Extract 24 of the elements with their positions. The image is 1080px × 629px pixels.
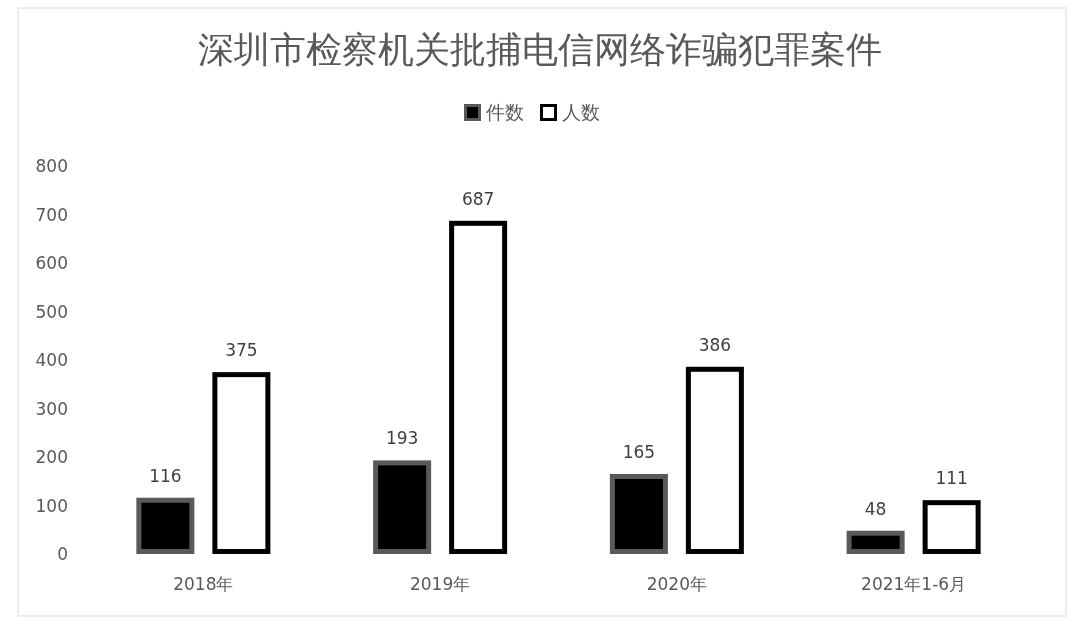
data-label: 193	[385, 428, 419, 449]
x-tick-label: 2019年	[409, 574, 471, 594]
data-label: 386	[698, 334, 732, 355]
y-tick-label: 400	[35, 350, 68, 370]
data-label: 165	[622, 441, 656, 462]
y-tick-label: 300	[35, 398, 68, 419]
data-label: 116	[149, 465, 182, 486]
data-label: 687	[461, 188, 495, 209]
y-tick-label: 500	[35, 301, 68, 322]
y-tick-label: 800	[35, 156, 68, 176]
x-tick-label: 2021年1-6月	[861, 574, 967, 594]
y-tick-label: 700	[35, 204, 68, 225]
y-tick-label: 100	[35, 495, 68, 516]
y-tick-label: 0	[57, 544, 68, 564]
x-tick-label: 2018年	[173, 574, 234, 594]
data-label: 375	[225, 340, 258, 361]
chart-title: 深圳市检察机关批捕电信网络诈骗犯罪案件	[198, 29, 882, 70]
legend-label: 件数	[486, 101, 524, 123]
data-label: 111	[935, 468, 968, 489]
x-tick-label: 2020年	[646, 574, 708, 594]
legend-label: 人数	[562, 101, 600, 123]
data-label: 48	[864, 498, 887, 519]
y-tick-label: 600	[35, 253, 68, 273]
y-tick-label: 200	[35, 447, 68, 467]
